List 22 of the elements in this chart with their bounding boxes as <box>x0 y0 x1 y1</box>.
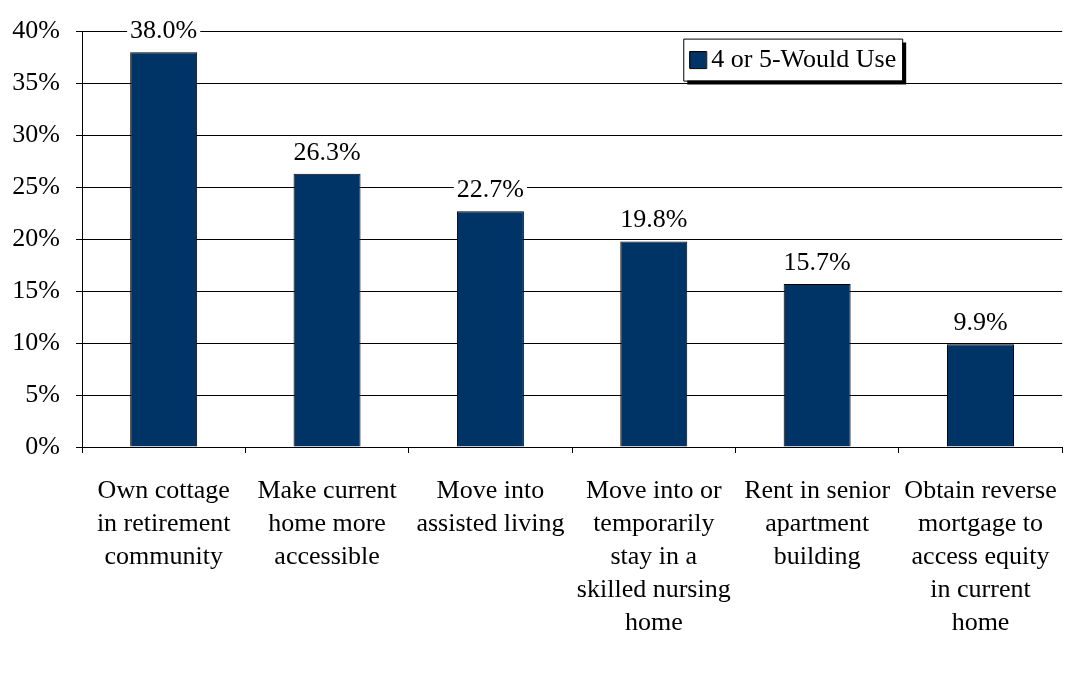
x-tick-label: Move into assisted living <box>416 475 565 538</box>
y-tick-label: 5% <box>25 378 60 408</box>
y-tick-label: 15% <box>12 275 60 305</box>
y-tick-label: 10% <box>12 326 60 356</box>
y-tick-label: 35% <box>12 67 60 97</box>
data-label: 22.7% <box>456 174 524 204</box>
data-label: 38.0% <box>130 15 198 45</box>
x-tick-label: Rent in senior apartment building <box>744 475 891 571</box>
y-tick-label: 20% <box>12 223 60 253</box>
y-tick-label: 40% <box>12 15 60 45</box>
legend-label: 4 or 5-Would Use <box>711 44 897 74</box>
y-tick-label: 0% <box>25 430 60 460</box>
y-tick-label: 25% <box>12 171 60 201</box>
data-label: 19.8% <box>620 204 688 234</box>
y-tick-label: 30% <box>12 119 60 149</box>
x-tick-label: Make current home more accessible <box>257 475 398 571</box>
x-tick-label: Obtain reverse mortgage to access equity in current home <box>904 475 1057 637</box>
data-label: 15.7% <box>783 246 851 276</box>
data-label: 9.9% <box>953 307 1008 337</box>
x-tick-label: Move into or temporarily stay in a skilled nursing home <box>576 475 731 637</box>
x-tick-label: Own cottage in retirement community <box>96 475 232 571</box>
data-label: 26.3% <box>293 136 361 166</box>
